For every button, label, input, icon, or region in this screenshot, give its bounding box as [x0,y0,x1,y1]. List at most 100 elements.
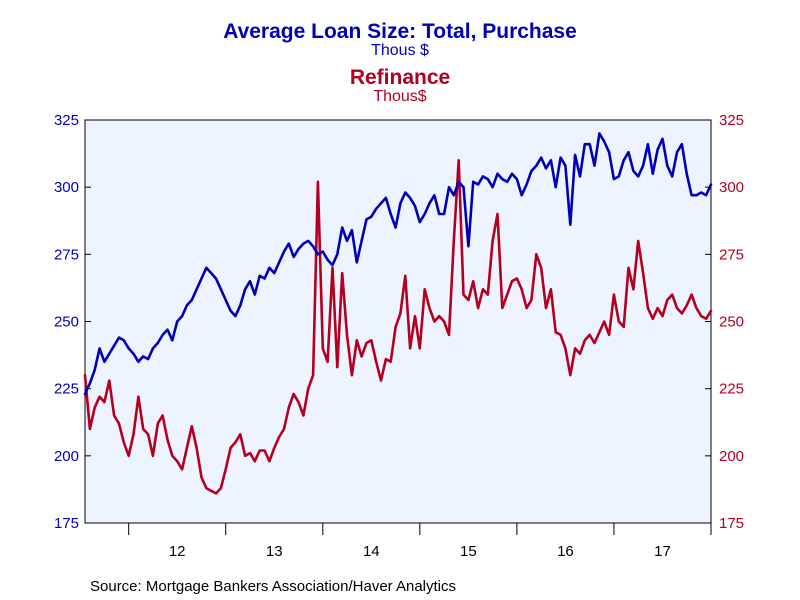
data-point-purchase [438,213,441,215]
data-point-purchase [525,183,528,186]
data-point-refinance [200,476,203,479]
data-point-refinance [700,315,703,317]
data-point-purchase [268,267,271,269]
data-point-refinance [530,299,533,301]
data-point-purchase [375,207,378,210]
data-point-purchase [685,172,688,175]
data-point-purchase [516,178,518,180]
data-point-purchase [467,245,470,248]
data-point-refinance [593,342,596,344]
data-point-refinance [312,374,314,377]
data-point-refinance [559,334,562,336]
data-point-purchase [520,194,523,196]
data-point-refinance [443,320,445,323]
data-point-refinance [695,307,698,309]
data-point-purchase [613,178,615,180]
data-point-purchase [642,164,644,167]
data-point-refinance [472,280,475,283]
data-point-purchase [302,242,305,245]
data-point-purchase [671,175,673,178]
data-point-refinance [705,318,707,320]
y-tick-label-right: 200 [719,448,744,465]
data-point-refinance [98,395,101,398]
data-point-refinance [191,425,193,428]
data-point-refinance [487,293,489,296]
data-point-purchase [210,272,212,274]
data-point-purchase [710,183,712,186]
data-point-purchase [409,197,411,199]
data-point-purchase [433,194,436,196]
data-point-refinance [656,307,659,309]
data-point-purchase [108,352,111,355]
data-point-purchase [263,277,266,280]
data-point-refinance [661,315,664,317]
data-point-purchase [191,299,193,301]
data-point-refinance [283,428,285,430]
data-point-refinance [142,428,144,430]
data-point-purchase [559,156,562,159]
data-point-purchase [627,151,630,153]
x-tick-label: 12 [169,543,186,560]
data-point-refinance [215,492,217,495]
data-point-purchase [695,194,698,196]
data-point-refinance [690,293,693,296]
data-point-refinance [637,240,639,242]
data-point-refinance [676,307,678,309]
data-point-refinance [113,414,115,417]
data-point-purchase [540,156,542,159]
data-point-purchase [258,275,261,277]
series-line-purchase [83,132,713,396]
data-point-purchase [428,202,431,205]
data-point-purchase [200,277,203,280]
data-point-purchase [574,154,576,156]
data-point-purchase [399,202,402,205]
data-point-purchase [195,288,198,291]
y-tick-label-left: 300 [54,179,79,196]
data-point-refinance [326,361,329,363]
data-point-purchase [132,352,135,355]
data-point-purchase [205,267,208,269]
data-point-purchase [608,151,610,153]
data-point-refinance [652,318,654,320]
chart-title-units: Thous $ [371,42,429,59]
x-tick-label: 17 [654,543,671,560]
data-point-purchase [550,159,552,162]
data-point-purchase [273,272,276,274]
y-tick-label-right: 250 [719,314,744,331]
data-point-purchase [370,215,373,218]
data-point-refinance [710,310,712,312]
y-tick-label-left: 225 [54,381,79,398]
data-point-refinance [618,320,620,323]
y-tick-label-right: 175 [719,515,744,532]
data-point-refinance [181,468,183,471]
data-point-purchase [457,181,460,183]
data-point-refinance [608,334,610,336]
data-point-purchase [472,181,475,183]
data-point-purchase [360,240,363,242]
data-point-purchase [297,248,300,250]
data-point-purchase [656,148,659,151]
data-point-refinance [598,331,601,334]
data-point-purchase [530,170,533,172]
data-point-purchase [220,288,222,291]
data-point-purchase [419,221,421,223]
data-point-refinance [681,312,683,315]
data-point-purchase [506,181,509,183]
data-point-purchase [307,240,310,242]
data-point-refinance [380,379,382,382]
data-point-purchase [351,229,353,231]
data-point-refinance [627,267,630,269]
data-point-purchase [356,261,358,264]
data-point-refinance [438,315,441,317]
data-point-refinance [84,374,86,377]
data-point-refinance [564,347,567,350]
data-point-refinance [535,253,538,256]
data-point-refinance [477,307,479,309]
data-point-refinance [622,326,625,328]
data-point-refinance [584,339,586,342]
y-tick-label-right: 325 [719,112,744,129]
data-point-purchase [176,320,178,323]
data-point-refinance [603,320,605,323]
series-line-refinance [83,159,713,495]
